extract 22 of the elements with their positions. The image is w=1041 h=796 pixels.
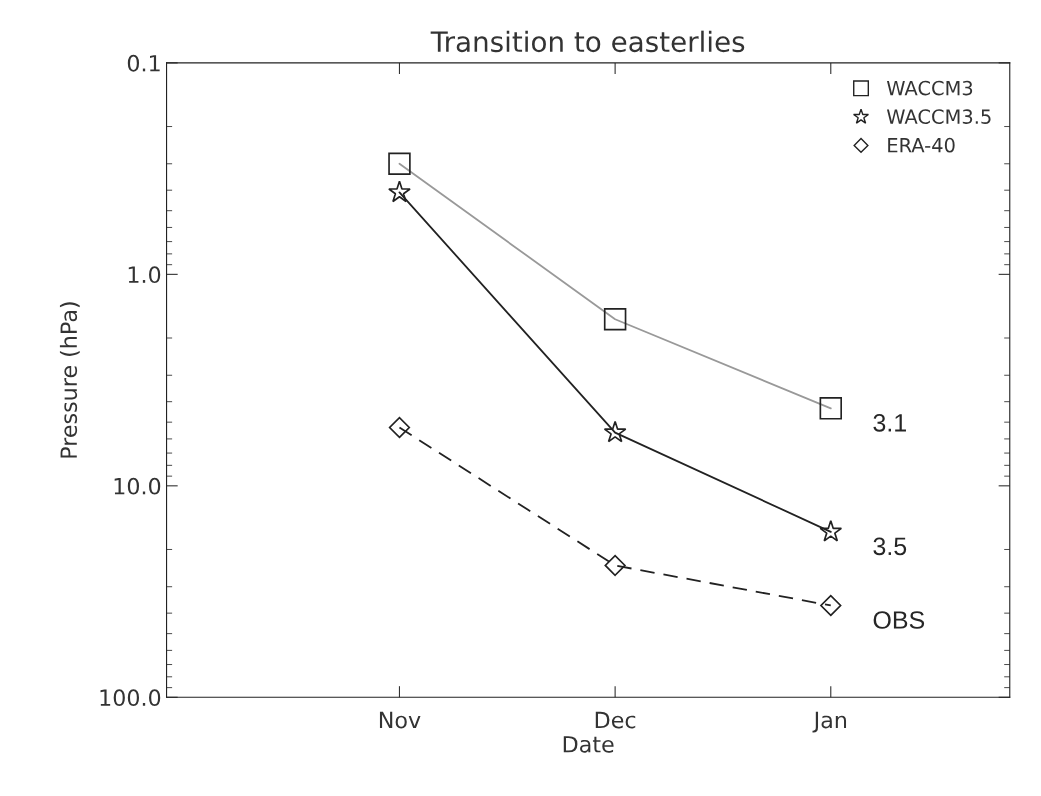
x-tick-label: Dec — [595, 711, 636, 729]
y-tick-label: 10.0 — [114, 477, 161, 495]
annotation: 3.1 — [873, 413, 906, 432]
y-tick-label: 100.0 — [100, 689, 161, 707]
point — [388, 180, 411, 203]
x-tick-label: Nov — [379, 711, 421, 729]
y-tick-label: 0.1 — [127, 54, 160, 72]
point — [604, 554, 626, 577]
point — [820, 594, 842, 617]
annotation: OBS — [873, 611, 925, 629]
point — [388, 416, 411, 439]
point — [603, 420, 627, 443]
x-tick-label: Jan — [812, 711, 847, 733]
legend-label: WACCM3.5 — [886, 109, 991, 124]
y-axis-title: Pressure (hPa) — [59, 302, 80, 458]
legend-label: ERA-40 — [888, 137, 955, 153]
annotation: 3.5 — [873, 537, 907, 556]
x-axis-title: Date — [563, 736, 614, 753]
chart-title: Transition to easterlies — [430, 30, 745, 53]
y-tick-label: 1.0 — [128, 266, 161, 284]
legend-label: WACCM3 — [886, 80, 973, 96]
point — [819, 519, 843, 542]
